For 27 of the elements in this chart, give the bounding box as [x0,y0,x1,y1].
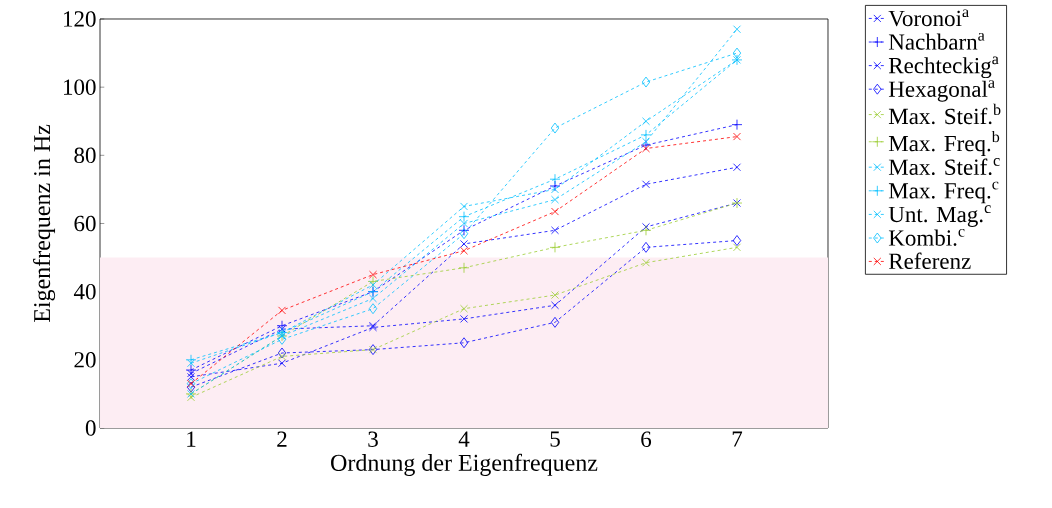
legend-label: Hexagonal$^{a}$ [888,80,995,102]
legend-label: Max. Steif.$^{b}$ [888,103,1001,125]
y-tick-label: 100 [64,79,96,95]
x-tick-label: 3 [368,431,378,447]
y-tick-label: 20 [74,352,96,368]
legend-label: Referenz [888,252,971,269]
y-tick-label: 120 [64,11,96,27]
legend-label: Kombi.$^{c}$ [888,228,965,246]
x-tick-label: 7 [732,431,743,447]
legend-label: Nachbarn$^{a}$ [888,32,985,50]
x-tick-label: 4 [458,431,470,447]
y-tick-label: 80 [74,147,96,164]
legend-label: Voronoi$^{a}$ [888,9,969,27]
y-tick-label: 40 [73,283,96,300]
legend-label: Max. Freq.$^{b}$ [888,130,1000,157]
x-axis-title: Ordnung der Eigenfrequenz [331,453,598,476]
y-tick-label: 0 [85,420,96,436]
x-tick-label: 5 [550,431,560,447]
x-tick-label: 6 [641,431,652,447]
legend-label: Unt. Mag.$^{c}$ [888,205,991,227]
legend-label: Max. Freq.$^{c}$ [888,181,999,204]
y-axis-title: Eigenfrequenz in Hz [33,124,56,323]
y-tick-label: 60 [74,215,96,232]
legend-label: Max. Steif.$^{c}$ [888,158,1000,176]
x-tick-label: 2 [277,431,287,447]
legend-label: Rechteckig$^{a}$ [888,56,999,79]
x-tick-label: 1 [187,431,196,447]
